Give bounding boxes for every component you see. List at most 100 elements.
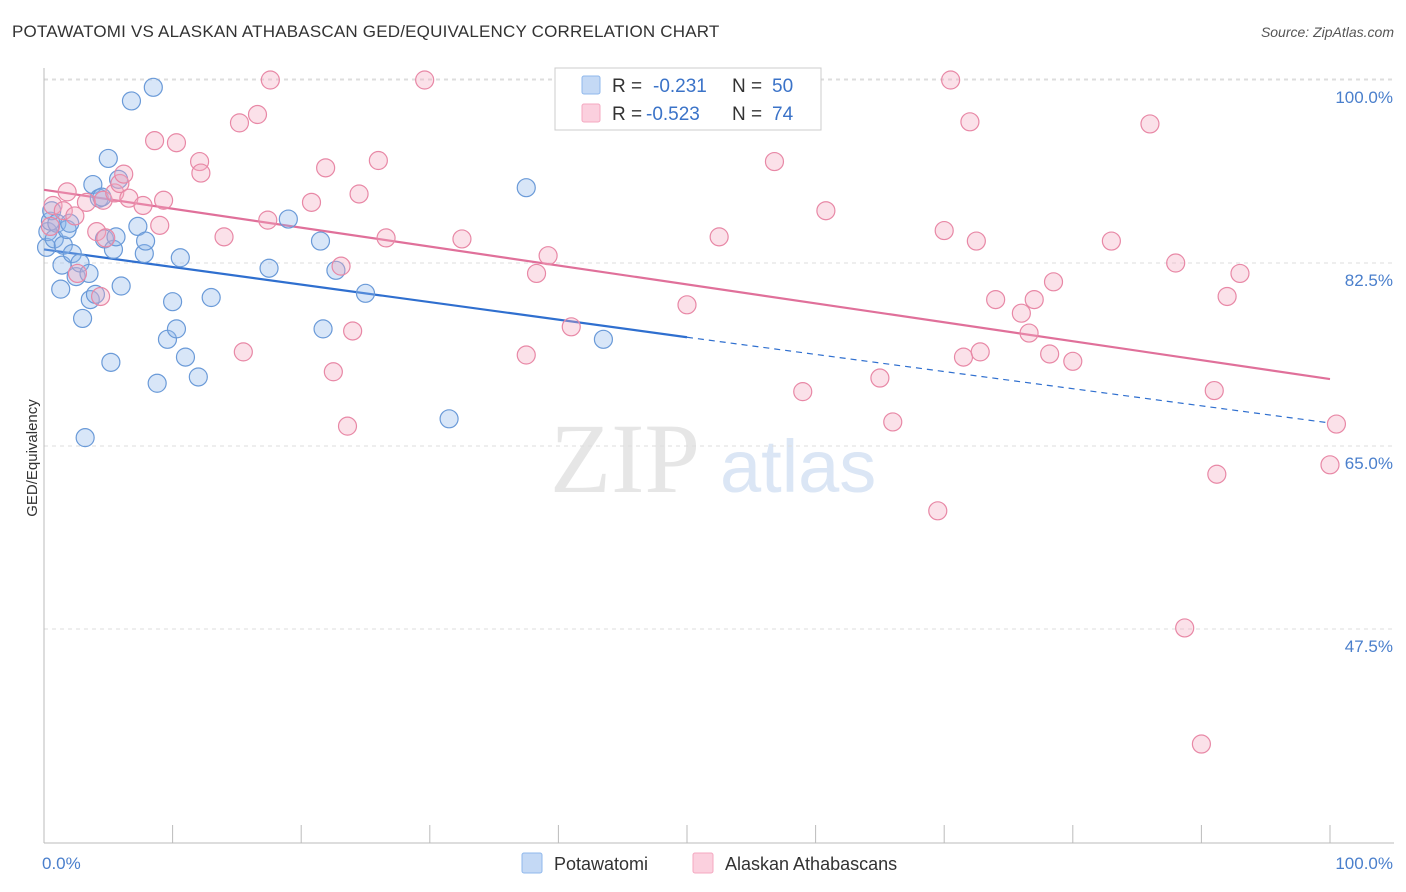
series-0-points: [36, 77, 614, 448]
point-0-6: [51, 279, 71, 299]
stats-legend: R = -0.231 N = 50 R = -0.523 N = 74: [554, 67, 822, 131]
point-1-36: [376, 228, 396, 248]
point-1-11: [105, 183, 125, 203]
series-legend-label-alaskan: Alaskan Athabascans: [725, 854, 897, 874]
watermark-zip: ZIP: [550, 403, 700, 514]
y-tick-labels: 100.0% 82.5% 65.0% 47.5%: [1335, 88, 1393, 656]
point-0-42: [259, 258, 279, 278]
source-label: Source: ZipAtlas.com: [1260, 24, 1394, 40]
point-1-56: [970, 342, 990, 362]
point-0-16: [79, 263, 99, 284]
point-1-62: [1043, 272, 1064, 292]
legend-r-value-2: -0.523: [646, 104, 700, 125]
watermark-atlas: atlas: [720, 425, 876, 508]
chart-title: POTAWATOMI VS ALASKAN ATHABASCAN GED/EQU…: [12, 22, 720, 41]
point-1-19: [166, 133, 187, 153]
x-tick-labels: 0.0% 100.0%: [42, 854, 1393, 873]
point-1-72: [1230, 263, 1250, 284]
point-1-44: [709, 227, 729, 247]
point-1-67: [1175, 618, 1195, 638]
point-1-42: [561, 317, 581, 337]
point-1-21: [191, 163, 211, 183]
point-1-69: [1204, 380, 1224, 401]
point-0-45: [313, 319, 333, 339]
point-1-34: [349, 184, 369, 204]
legend-r-label-1: R =: [612, 76, 642, 97]
point-1-23: [229, 113, 250, 133]
point-1-3: [57, 182, 77, 202]
point-1-13: [114, 164, 134, 184]
y-tick-label-0: 100.0%: [1335, 88, 1393, 107]
point-0-24: [101, 352, 121, 372]
point-1-46: [793, 382, 813, 402]
point-1-37: [415, 70, 435, 90]
x-tick-label-1: 100.0%: [1335, 854, 1393, 873]
point-0-14: [72, 308, 93, 329]
point-1-73: [1320, 455, 1340, 475]
point-1-1: [43, 195, 63, 216]
legend-swatch-alaskan: [581, 103, 601, 123]
point-0-37: [166, 319, 187, 339]
point-1-35: [368, 150, 388, 171]
point-1-61: [1040, 344, 1060, 364]
point-1-25: [247, 104, 268, 125]
point-1-17: [150, 215, 170, 235]
legend-n-value-2: 74: [772, 104, 794, 125]
legend-swatch-potawatomi: [581, 75, 601, 95]
point-0-25: [103, 239, 124, 260]
point-0-41: [201, 287, 221, 308]
point-1-41: [538, 246, 558, 266]
point-1-15: [133, 195, 153, 216]
point-0-39: [175, 347, 196, 367]
point-0-29: [121, 91, 142, 111]
point-1-55: [966, 231, 986, 251]
legend-n-value-1: 50: [772, 76, 793, 97]
point-1-58: [1011, 303, 1031, 323]
point-0-47: [355, 283, 376, 303]
series-legend: Potawatomi Alaskan Athabascans: [521, 852, 897, 874]
series-legend-swatch-alaskan: [692, 852, 714, 874]
point-1-64: [1101, 231, 1121, 251]
point-1-49: [883, 412, 903, 432]
point-1-65: [1140, 114, 1160, 134]
point-1-52: [941, 70, 961, 90]
point-1-31: [331, 256, 351, 276]
trend-line-extension-0: [686, 336, 1331, 424]
point-1-70: [1207, 464, 1227, 484]
x-tick-label-0: 0.0%: [42, 854, 81, 873]
point-1-50: [928, 501, 948, 521]
y-tick-label-2: 65.0%: [1345, 454, 1393, 473]
point-1-68: [1191, 734, 1212, 754]
point-1-6: [76, 192, 97, 212]
point-1-9: [93, 190, 113, 210]
point-0-32: [135, 231, 156, 251]
point-0-28: [111, 276, 131, 296]
point-1-22: [214, 227, 234, 247]
point-0-26: [106, 227, 126, 247]
point-0-38: [170, 248, 190, 268]
point-0-15: [75, 428, 95, 448]
point-1-53: [953, 347, 974, 367]
point-1-10: [96, 228, 116, 248]
legend-r-value-1: -0.231: [653, 76, 707, 97]
legend-r-label-2: R =: [612, 104, 642, 125]
y-axis-label: GED/Equivalency: [24, 399, 41, 517]
series-legend-label-potawatomi: Potawatomi: [554, 854, 648, 874]
axes: [43, 68, 1394, 844]
point-0-36: [163, 292, 183, 312]
point-1-51: [934, 220, 954, 241]
point-1-4: [65, 206, 85, 226]
series-1-points: [40, 70, 1347, 754]
point-1-71: [1217, 286, 1237, 307]
data-points: [36, 70, 1347, 754]
point-0-50: [593, 329, 614, 349]
point-1-18: [153, 190, 174, 210]
point-1-66: [1166, 253, 1186, 273]
y-tick-label-3: 47.5%: [1345, 637, 1393, 656]
point-1-16: [144, 131, 165, 151]
point-1-33: [343, 321, 363, 341]
point-0-34: [147, 373, 167, 393]
point-0-33: [143, 77, 163, 97]
point-1-8: [90, 286, 111, 307]
